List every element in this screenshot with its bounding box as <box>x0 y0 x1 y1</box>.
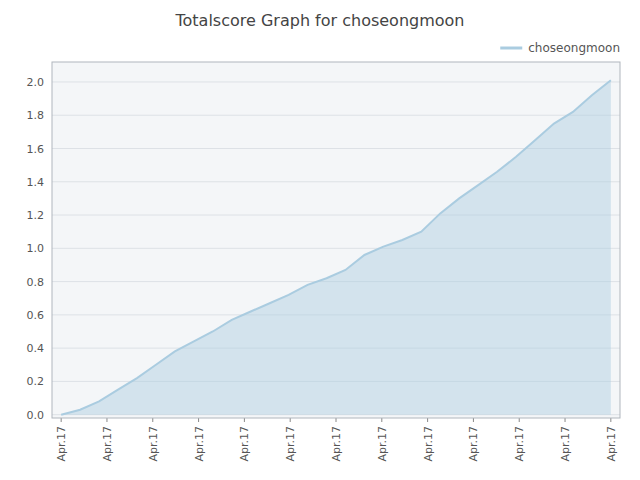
chart: 0.00.20.40.60.81.01.21.41.61.82.0Apr.17A… <box>0 0 640 480</box>
x-axis: Apr.17 Apr.17 Apr.17 Apr.17 Apr.17 Apr.17 Apr.… <box>55 418 618 462</box>
grid-line <box>52 115 620 116</box>
x-tick-label: Apr.17 <box>55 426 68 462</box>
x-tick <box>336 418 337 422</box>
x-tick <box>519 418 520 422</box>
x-tick <box>290 418 291 422</box>
x-tick <box>473 418 474 422</box>
x-tick-label: Apr.17 <box>284 426 297 462</box>
legend-swatch <box>500 47 522 50</box>
y-tick-label: 2.0 <box>27 76 45 89</box>
x-tick <box>610 418 611 422</box>
legend: choseongmoon <box>500 41 620 55</box>
y-tick-label: 0.2 <box>27 375 45 388</box>
x-tick <box>198 418 199 422</box>
x-tick-label: Apr.17 <box>513 426 526 462</box>
x-tick-label: Apr.17 <box>330 426 343 462</box>
plot-background <box>52 62 620 418</box>
line <box>61 80 611 414</box>
x-tick <box>152 418 153 422</box>
y-tick-label: 0.6 <box>27 309 45 322</box>
y-tick-label: 1.6 <box>27 143 45 156</box>
y-tick-label: 1.2 <box>27 209 45 222</box>
title: Totalscore Graph for choseongmoon <box>175 11 465 30</box>
plot-area <box>61 80 611 414</box>
x-tick <box>427 418 428 422</box>
x-tick-label: Apr.17 <box>559 426 572 462</box>
x-tick-label: Apr.17 <box>376 426 389 462</box>
x-tick <box>381 418 382 422</box>
y-tick-label: 0.0 <box>27 409 45 422</box>
y-tick-label: 0.8 <box>27 276 45 289</box>
grid-line <box>52 81 620 82</box>
x-tick <box>106 418 107 422</box>
x-tick <box>61 418 62 422</box>
y-tick-label: 1.8 <box>27 109 45 122</box>
legend-label: choseongmoon <box>528 41 620 55</box>
y-tick-label: 1.0 <box>27 242 45 255</box>
x-tick-label: Apr.17 <box>193 426 206 462</box>
area <box>61 80 611 414</box>
x-tick-label: Apr.17 <box>238 426 251 462</box>
y-axis: 0.0 0.2 0.4 0.6 0.8 1.0 1.2 1.4 1.6 1.8 2.0 <box>27 76 621 422</box>
x-tick-label: Apr.17 <box>467 426 480 462</box>
y-tick-label: 1.4 <box>27 176 45 189</box>
x-tick <box>565 418 566 422</box>
x-tick-label: Apr.17 <box>422 426 435 462</box>
y-tick-label: 0.4 <box>27 342 45 355</box>
plot-frame <box>52 62 620 418</box>
x-tick-label: Apr.17 <box>101 426 114 462</box>
x-tick <box>244 418 245 422</box>
x-tick-label: Apr.17 <box>605 426 618 462</box>
x-tick-label: Apr.17 <box>147 426 160 462</box>
